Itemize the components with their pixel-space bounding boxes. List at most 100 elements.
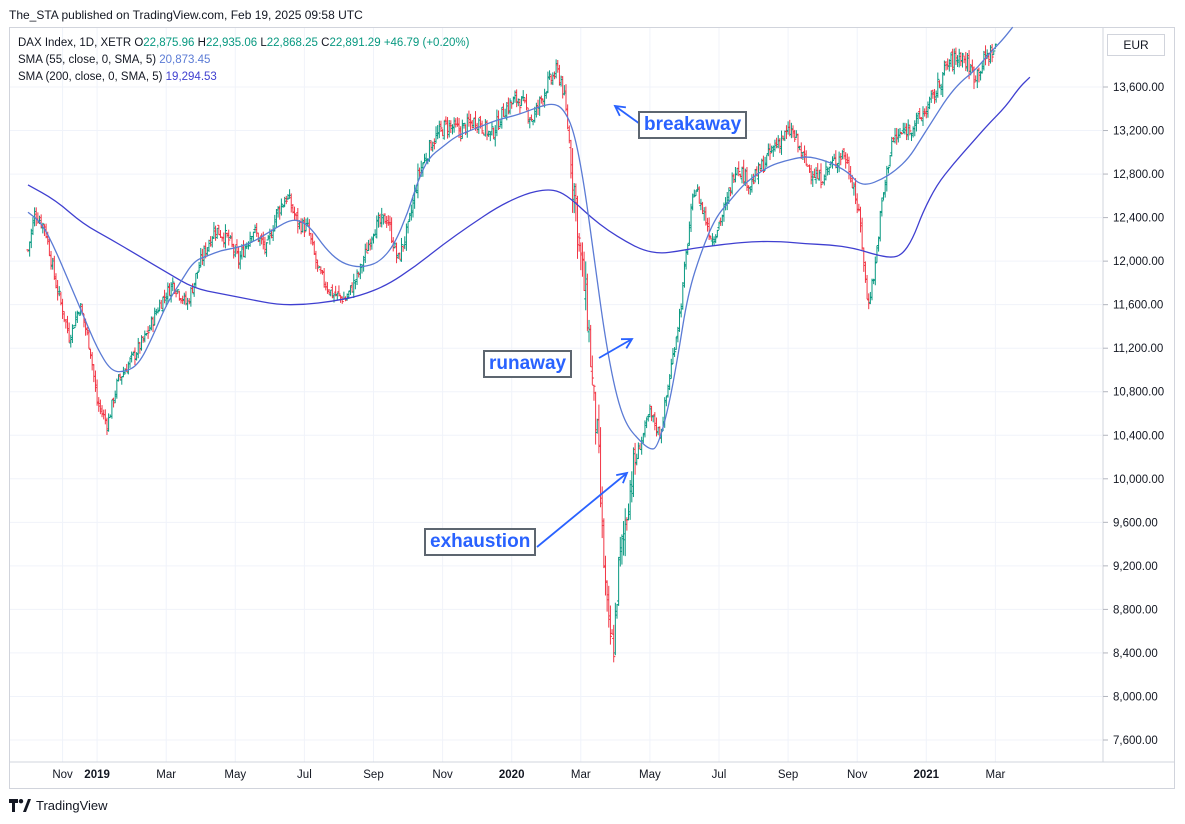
ohlc-bar xyxy=(651,415,655,423)
ohlc-bar xyxy=(811,171,815,187)
time-tick-label: 2019 xyxy=(84,769,110,781)
ohlc-bar xyxy=(881,192,886,201)
ohlc-bar xyxy=(954,47,958,65)
price-tick-label: 9,600.00 xyxy=(1113,517,1158,529)
ohlc-bar xyxy=(857,203,861,212)
ohlc-bar xyxy=(867,293,871,310)
ohlc-bar xyxy=(747,185,751,195)
ohlc-bar xyxy=(934,90,938,103)
ohlc-bar xyxy=(182,292,186,305)
legend-symbol: DAX Index, 1D, XETR xyxy=(18,37,132,49)
legend-sma55-row[interactable]: SMA (55, close, 0, SMA, 5) 20,873.45 xyxy=(18,52,469,69)
ohlc-bar xyxy=(49,250,53,270)
legend-open-key: O xyxy=(134,37,144,49)
ohlc-bar xyxy=(340,296,344,304)
ohlc-bar xyxy=(847,156,851,180)
ohlc-bar xyxy=(462,122,466,129)
ohlc-bar xyxy=(174,289,178,298)
currency-selector[interactable]: EUR xyxy=(1107,34,1165,56)
ohlc-bar xyxy=(460,119,464,140)
ohlc-bar xyxy=(554,59,558,79)
ohlc-bar xyxy=(113,390,117,404)
ohlc-bar xyxy=(737,161,741,177)
time-tick-label: Jul xyxy=(712,769,727,781)
ohlc-bar xyxy=(156,307,160,314)
ohlc-bar xyxy=(302,217,306,237)
ohlc-bar xyxy=(630,471,634,503)
time-tick-label: Jul xyxy=(297,769,312,781)
ohlc-bar xyxy=(508,98,512,115)
footer-brand[interactable]: TradingView xyxy=(9,798,108,813)
legend-main-row: DAX Index, 1D, XETR O22,875.96 H22,935.0… xyxy=(18,35,469,52)
ohlc-bar xyxy=(455,117,460,127)
ohlc-bar xyxy=(93,370,98,392)
ohlc-bar xyxy=(603,555,608,596)
ohlc-bar xyxy=(631,447,636,498)
price-tick-label: 8,400.00 xyxy=(1113,648,1158,660)
ohlc-bar xyxy=(908,124,912,136)
ohlc-bar xyxy=(617,556,621,606)
ohlc-bar xyxy=(594,391,598,445)
ohlc-bar xyxy=(654,417,659,437)
legend-sma55-value: 20,873.45 xyxy=(159,54,211,66)
ohlc-bar xyxy=(177,290,181,301)
time-tick-label: May xyxy=(224,769,246,781)
ohlc-bar xyxy=(992,50,996,56)
ohlc-bar xyxy=(190,283,195,294)
ohlc-bar xyxy=(105,417,109,435)
ohlc-bar xyxy=(653,412,657,431)
ohlc-bar xyxy=(786,121,790,135)
ohlc-bar xyxy=(546,71,550,94)
ohlc-bar xyxy=(621,521,626,556)
ohlc-bar xyxy=(613,602,617,656)
ohlc-bar xyxy=(97,397,101,412)
ohlc-bar xyxy=(799,142,803,160)
ohlc-bar xyxy=(949,52,953,68)
ohlc-bar xyxy=(141,336,145,343)
annotation-runaway[interactable]: runaway xyxy=(483,350,573,378)
ohlc-bar xyxy=(936,72,940,98)
ohlc-bar xyxy=(858,206,863,233)
ohlc-bar xyxy=(194,273,198,288)
ohlc-bar xyxy=(590,355,594,385)
ohlc-bar xyxy=(898,127,902,139)
ohlc-bar xyxy=(264,242,269,257)
ohlc-bar xyxy=(60,298,65,319)
ohlc-bar xyxy=(480,120,484,134)
ohlc-bar xyxy=(941,72,945,98)
ohlc-bar xyxy=(605,580,609,612)
ohlc-bar xyxy=(832,153,836,160)
legend-sma200-row[interactable]: SMA (200, close, 0, SMA, 5) 19,294.53 xyxy=(18,69,469,86)
legend-low-key: L xyxy=(260,37,267,49)
ohlc-bar xyxy=(335,292,339,301)
ohlc-bar xyxy=(921,106,925,126)
annotation-breakaway[interactable]: breakaway xyxy=(638,111,748,139)
ohlc-bar xyxy=(676,326,680,343)
ohlc-bar xyxy=(684,250,688,270)
ohlc-bar xyxy=(365,242,369,254)
ohlc-bar xyxy=(227,229,231,246)
ohlc-bar xyxy=(597,404,601,454)
ohlc-bar xyxy=(263,236,267,255)
ohlc-bar xyxy=(577,233,581,252)
ohlc-bar xyxy=(612,624,616,663)
ohlc-bar xyxy=(87,330,91,349)
tradingview-logo-icon xyxy=(9,799,31,812)
ohlc-bar xyxy=(128,357,132,368)
ohlc-bar xyxy=(146,326,150,339)
annotation-exhaustion[interactable]: exhaustion xyxy=(424,528,537,556)
ohlc-bar xyxy=(185,297,190,310)
ohlc-bar xyxy=(470,119,474,129)
ohlc-bar xyxy=(773,139,777,152)
ohlc-bar xyxy=(804,150,808,166)
ohlc-bar xyxy=(957,48,961,68)
ohlc-bar xyxy=(844,152,848,169)
time-tick-label: Nov xyxy=(432,769,453,781)
ohlc-bar xyxy=(355,269,359,286)
ohlc-bar xyxy=(784,125,789,140)
ohlc-bar xyxy=(64,319,68,329)
ohlc-bar xyxy=(432,138,436,150)
ohlc-bar xyxy=(29,228,33,249)
ohlc-bar xyxy=(890,136,894,157)
